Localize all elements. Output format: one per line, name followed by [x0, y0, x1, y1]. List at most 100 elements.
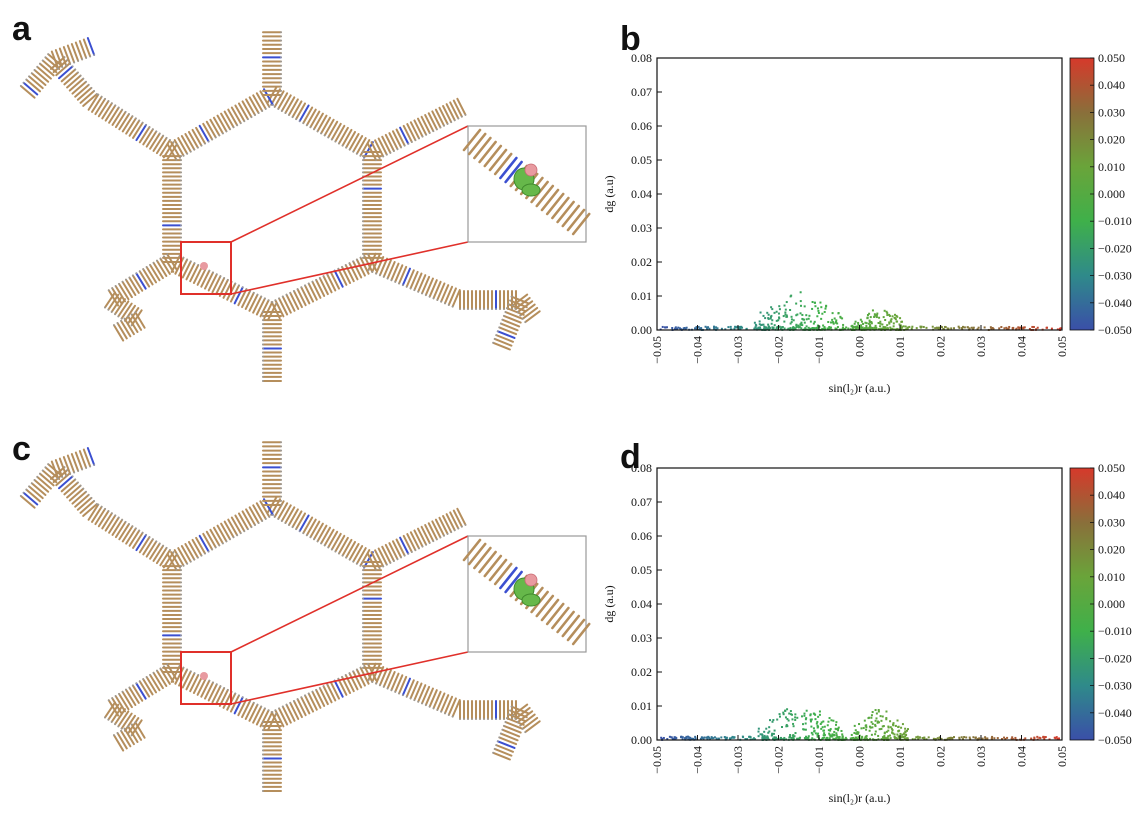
nitrogen-atom: [198, 124, 210, 143]
carbon-atom: [467, 132, 487, 156]
data-point: [692, 737, 695, 740]
x-tick-label: −0.04: [691, 746, 705, 774]
data-point: [904, 325, 907, 328]
data-point: [712, 737, 715, 740]
data-point: [905, 328, 908, 331]
data-point: [811, 300, 814, 303]
carbon-atom: [237, 698, 248, 717]
data-point: [891, 731, 894, 734]
x-tick-label: −0.05: [650, 746, 664, 774]
carbon-atom: [259, 500, 271, 518]
hydrogen-atom: [363, 156, 365, 159]
carbon-atom: [384, 543, 395, 562]
hydrogen-atom: [375, 159, 377, 161]
hydrogen-atom: [200, 144, 203, 147]
data-point: [832, 322, 835, 325]
hydrogen-atom: [262, 781, 264, 784]
data-point: [883, 735, 886, 738]
isosurface-pink: [524, 573, 538, 587]
data-point: [857, 731, 860, 734]
hydrogen-atom: [65, 474, 68, 477]
carbon-atom: [110, 295, 123, 313]
hydrogen-atom: [362, 240, 364, 243]
zoom-connector-line: [230, 241, 469, 295]
framework-strut: [50, 447, 96, 480]
hydrogen-atom: [450, 121, 453, 123]
hydrogen-atom: [262, 737, 264, 740]
carbon-atom: [395, 128, 406, 147]
data-point: [868, 312, 871, 315]
data-point: [716, 327, 719, 330]
data-point: [1017, 326, 1020, 329]
framework-structure-a: [19, 31, 591, 382]
data-point: [876, 721, 879, 724]
data-point: [677, 326, 680, 329]
data-point: [796, 737, 799, 740]
carbon-atom: [104, 291, 116, 309]
hydrogen-atom: [152, 538, 154, 541]
hydrogen-atom: [398, 692, 400, 695]
isosurface-green: [521, 183, 541, 197]
data-point: [881, 736, 884, 739]
carbon-atom: [473, 136, 492, 160]
data-point: [695, 326, 698, 329]
hydrogen-atom: [267, 709, 270, 712]
hydrogen-atom: [114, 104, 117, 107]
data-point: [867, 322, 870, 325]
carbon-atom: [63, 481, 79, 496]
carbon-atom: [502, 314, 522, 324]
hydrogen-atom: [223, 277, 226, 279]
nitrogen-atom: [496, 740, 516, 749]
carbon-atom: [274, 709, 285, 728]
data-point: [767, 325, 770, 328]
y-tick-label: 0.04: [631, 187, 652, 201]
hydrogen-atom: [104, 97, 106, 100]
data-point: [729, 737, 732, 740]
hydrogen-atom: [182, 154, 185, 157]
carbon-atom: [277, 92, 289, 110]
hydrogen-atom: [180, 171, 182, 174]
hydrogen-atom: [264, 518, 267, 520]
carbon-atom: [406, 123, 417, 142]
data-point: [785, 725, 788, 728]
hydrogen-atom: [180, 573, 182, 576]
nitrogen-atom: [22, 81, 39, 96]
framework-strut: [170, 664, 278, 732]
carbon-atom: [241, 510, 253, 529]
carbon-atom: [66, 44, 76, 64]
hydrogen-atom: [131, 525, 134, 528]
hydrogen-atom: [110, 311, 113, 313]
data-point: [757, 326, 760, 329]
carbon-atom: [445, 103, 456, 122]
data-point: [961, 327, 964, 330]
carbon-atom: [248, 506, 260, 524]
data-point: [869, 324, 872, 327]
data-point: [799, 312, 802, 315]
colorbar-tick-label: −0.030: [1098, 269, 1132, 283]
hydrogen-atom: [33, 479, 36, 481]
hydrogen-atom: [280, 487, 282, 490]
hydrogen-atom: [229, 538, 231, 541]
hydrogen-atom: [138, 680, 141, 683]
carbon-atom: [417, 527, 428, 546]
hydrogen-atom: [41, 59, 44, 62]
hydrogen-atom: [262, 343, 264, 346]
carbon-atom: [509, 299, 528, 309]
hydrogen-atom: [291, 116, 294, 118]
data-point: [906, 738, 909, 741]
hydrogen-atom: [180, 212, 182, 215]
data-point: [812, 727, 815, 730]
hydrogen-atom: [409, 287, 412, 290]
hydrogen-atom: [382, 275, 385, 278]
hydrogen-atom: [514, 307, 517, 310]
carbon-atom: [33, 479, 50, 493]
data-point: [865, 728, 868, 731]
hydrogen-atom: [418, 547, 420, 550]
hydrogen-atom: [271, 513, 274, 516]
data-point: [911, 738, 914, 741]
hydrogen-atom: [401, 694, 404, 697]
data-point: [898, 323, 901, 326]
carbon-atom: [159, 549, 171, 567]
carbon-atom: [323, 528, 335, 547]
hydrogen-atom: [453, 119, 456, 122]
